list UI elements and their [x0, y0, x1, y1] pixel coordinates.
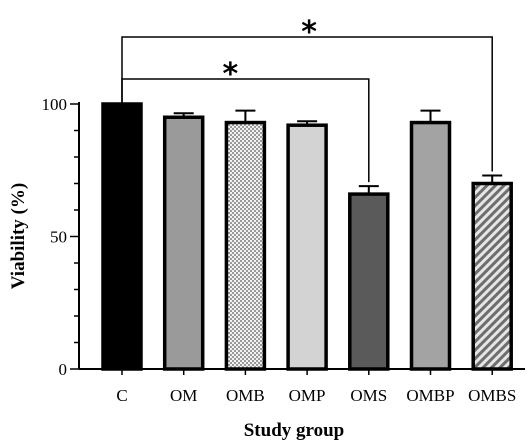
bars-layer — [101, 102, 513, 371]
x-axis-title: Study group — [244, 420, 345, 441]
bar-oms — [348, 192, 390, 371]
bar-omp — [286, 123, 328, 371]
y-tick-label-100: 100 — [42, 95, 68, 114]
x-tick-label-c: C — [116, 386, 127, 405]
bar-ombs — [471, 181, 513, 371]
significance-star-1: * — [223, 57, 239, 92]
x-tick-label-omp: OMP — [289, 386, 326, 405]
bar-om — [162, 115, 205, 371]
bar-c — [101, 102, 143, 371]
axes-layer: C OM OMB OMP OMS OMBP OMBS 0 50 100 — [42, 95, 525, 405]
significance-star-2: * — [301, 15, 317, 50]
significance-layer: ** — [121, 15, 493, 183]
y-axis-title: Viability (%) — [8, 183, 29, 289]
bar-omb — [224, 120, 267, 371]
x-tick-label-oms: OMS — [350, 386, 387, 405]
x-tick-label-ombp: OMBP — [406, 386, 454, 405]
y-tick-label-0: 0 — [59, 360, 68, 379]
x-tick-label-omb: OMB — [226, 386, 265, 405]
y-tick-label-50: 50 — [50, 228, 67, 247]
bar-ombp — [409, 120, 452, 371]
x-tick-label-om: OM — [170, 386, 197, 405]
x-tick-label-ombs: OMBS — [468, 386, 516, 405]
significance-bracket-2 — [121, 36, 493, 172]
